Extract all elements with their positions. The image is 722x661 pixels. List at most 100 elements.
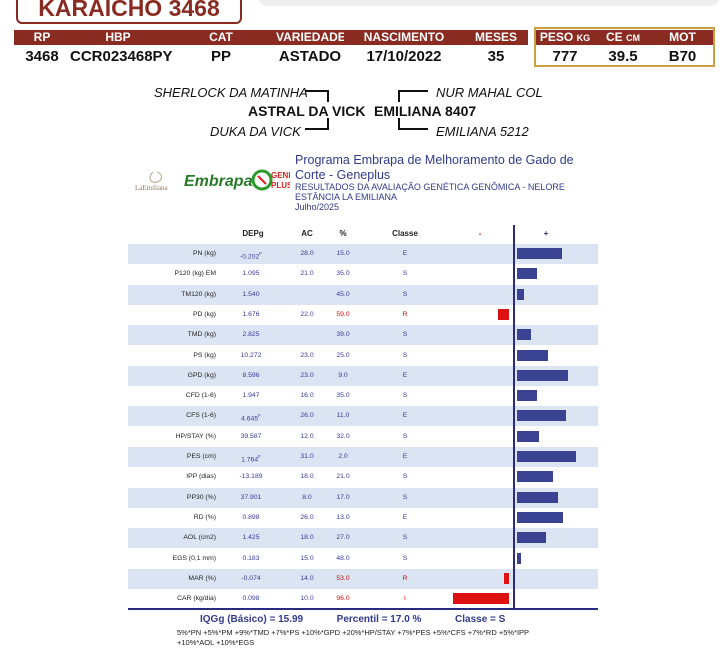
positive-bar <box>517 532 547 544</box>
pct-value: 2.0 <box>338 453 348 460</box>
table-row: MAR (%) -0.074 14.0 53.0 R <box>128 568 598 589</box>
dep-value: -0.202F <box>239 251 263 261</box>
laemiliana-logo: LaEmiliana <box>133 170 181 194</box>
classe-value: R <box>402 574 408 582</box>
col-header-ac: AC <box>301 229 313 238</box>
program-title: Programa Embrapa de Melhoramento de Gado… <box>295 153 574 182</box>
dep-value: 1.095 <box>242 270 260 278</box>
classe-value: S <box>402 270 408 278</box>
header-peso: PESO KG <box>536 30 594 45</box>
trait-label: RD (%) <box>193 513 216 521</box>
pct-value: 27.0 <box>336 534 350 542</box>
header-variedade: VARIEDADE <box>276 30 346 45</box>
classe-value: E <box>402 371 408 379</box>
svg-text:LaEmiliana: LaEmiliana <box>135 184 169 192</box>
negative-bar <box>453 593 509 605</box>
dep-value: 1.764F <box>241 454 261 464</box>
ac-value: 26.0 <box>300 412 314 420</box>
classe-value: Classe = S <box>455 614 506 625</box>
dep-flag: F <box>259 251 263 256</box>
table-row: PN (kg) -0.202F 28.0 15.0 E <box>128 244 598 264</box>
pct-value: 53.0 <box>336 574 350 582</box>
svg-text:Embrapa: Embrapa <box>184 173 253 190</box>
pedigree-sire: ASTRAL DA VICK <box>248 103 366 119</box>
trait-label: MAR (%) <box>188 574 216 582</box>
trait-label: PN (kg) <box>192 250 216 257</box>
positive-bar <box>517 369 568 381</box>
positive-bar <box>517 491 559 503</box>
animal-title: KARAICHO 3468 <box>16 0 242 24</box>
pct-value: 39.0 <box>336 331 350 339</box>
dep-value: 37.901 <box>240 493 262 501</box>
ac-value: 15.0 <box>300 554 314 562</box>
table-row: HP/STAY (%) 39.587 12.0 32.0 S <box>128 427 598 447</box>
table-row: IPP (dias) -13.189 18.0 21.0 S <box>128 467 598 487</box>
svg-text:GENE: GENE <box>271 171 290 180</box>
positive-bar <box>517 410 566 422</box>
program-date: Julho/2025 <box>295 202 340 212</box>
trait-label: PD (kg) <box>192 310 216 318</box>
pedigree-bracket <box>398 118 428 130</box>
pct-value: 21.0 <box>336 473 350 481</box>
trait-label: IPP (dias) <box>186 473 216 481</box>
header-rp: RP <box>14 30 70 45</box>
pct-value: 59.0 <box>336 310 350 318</box>
dep-value: 1.425 <box>242 534 260 542</box>
trait-label: PES (cm) <box>186 453 216 460</box>
col-header-positive: + <box>543 229 549 238</box>
classe-value: S <box>402 331 408 339</box>
col-header-classe: Classe <box>392 229 418 238</box>
pedigree-bracket <box>305 90 329 102</box>
pct-value: 9.0 <box>338 371 348 379</box>
ac-value: 23.0 <box>300 371 314 379</box>
pedigree-dam: EMILIANA 8407 <box>374 103 477 119</box>
value-variedade: ASTADO <box>278 48 342 65</box>
dep-value: 1.947 <box>242 392 260 400</box>
trait-label: CFD (1-6) <box>185 392 216 400</box>
header-ce: CE CM <box>594 30 652 45</box>
table-row: CAR (kg/dia) 0.098 10.0 96.0 I <box>128 589 598 609</box>
ac-value: 18.0 <box>300 473 314 481</box>
dep-value: 0.898 <box>242 513 260 521</box>
positive-bar <box>517 329 531 341</box>
formula-line-1: 5%*PN +5%*PM +9%*TMD +7%*PS +10%*GPD +20… <box>177 628 530 637</box>
positive-bar <box>517 471 554 483</box>
ac-value: 14.0 <box>300 574 314 582</box>
positive-bar <box>517 349 549 361</box>
value-cat: PP <box>210 48 231 65</box>
pedigree-bracket <box>305 118 329 130</box>
pct-value: 35.0 <box>336 270 350 278</box>
trait-label: CFS (1-6) <box>186 412 216 420</box>
dep-value: 39.587 <box>240 432 262 440</box>
pct-value: 96.0 <box>336 595 350 603</box>
table-row: GPD (kg) 8.596 23.0 9.0 E <box>128 365 598 386</box>
pedigree-sire-dam: DUKA DA VICK <box>210 124 301 139</box>
pedigree-dam-sire: NUR MAHAL COL <box>436 85 543 100</box>
table-row: PD (kg) 1.676 22.0 59.0 R <box>128 305 598 325</box>
classe-value: R <box>402 310 408 318</box>
pedigree-sire-sire: SHERLOCK DA MATINHA <box>154 85 308 100</box>
table-row: TM120 (kg) 1.540 45.0 S <box>128 284 598 305</box>
embrapa-geneplus-logo: Embrapa GENE PLUS <box>184 166 294 194</box>
classe-value: E <box>402 453 408 460</box>
classe-value: S <box>402 351 408 359</box>
value-hbp: CCR023468PY <box>70 48 173 65</box>
positive-bar <box>517 451 576 462</box>
dep-value: 0.183 <box>242 554 260 562</box>
table-row: RD (%) 0.898 26.0 13.0 E <box>128 508 598 528</box>
formula-line-2: +10%*AOL +10%*EGS <box>177 638 255 647</box>
ac-value: 22.0 <box>300 310 314 318</box>
table-row: PP30 (%) 37.901 8.0 17.0 S <box>128 487 598 508</box>
value-ce: 39.5 <box>608 48 638 65</box>
ac-value: 21.0 <box>300 270 314 278</box>
positive-bar <box>517 430 540 442</box>
dep-value: 10.272 <box>240 351 262 359</box>
table-row: AOL (cm2) 1.425 18.0 27.0 S <box>128 528 598 549</box>
classe-value: E <box>402 412 408 420</box>
dep-value: 1.540 <box>242 290 260 298</box>
pct-value: 15.0 <box>336 250 350 257</box>
index-formula: 5%*PN +5%*PM +9%*TMD +7%*PS +10%*GPD +20… <box>177 628 577 648</box>
col-header-negative: - <box>478 229 482 238</box>
pct-value: 45.0 <box>336 290 350 298</box>
ac-value: 8.0 <box>302 493 312 501</box>
